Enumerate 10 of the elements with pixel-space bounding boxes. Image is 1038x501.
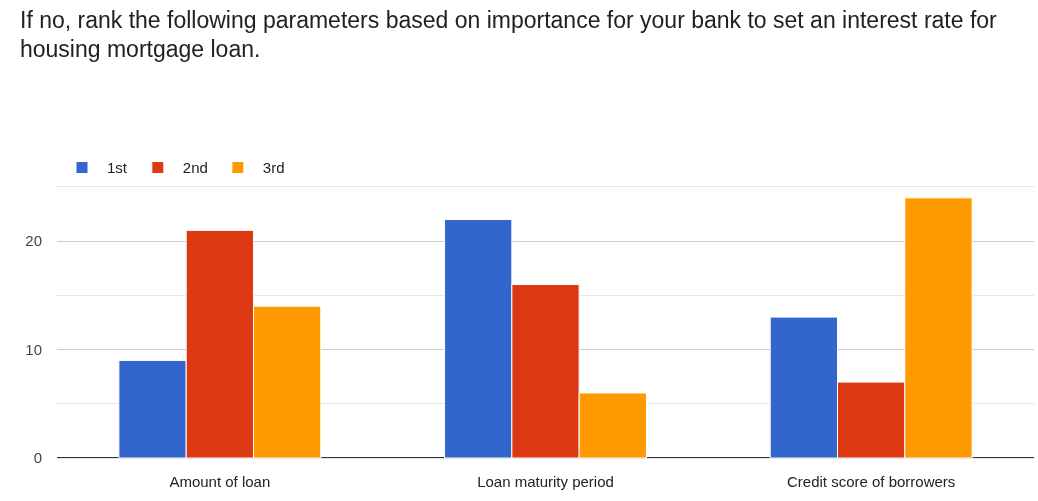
legend-label: 1st bbox=[107, 159, 128, 177]
chart-title: If no, rank the following parameters based on importance for your bank to set an interest rate for housing mortgage loan. bbox=[20, 6, 998, 63]
legend-label: 3rd bbox=[262, 159, 285, 177]
y-tick-label: 0 bbox=[33, 449, 42, 467]
x-tick-label: Loan maturity period bbox=[477, 473, 614, 490]
y-tick-label: 20 bbox=[25, 232, 42, 250]
x-tick-label: Amount of loan bbox=[169, 473, 271, 490]
x-tick-label: Credit score of borrowers bbox=[786, 473, 956, 490]
legend-label: 2nd bbox=[182, 159, 208, 177]
y-tick-label: 10 bbox=[25, 340, 42, 358]
